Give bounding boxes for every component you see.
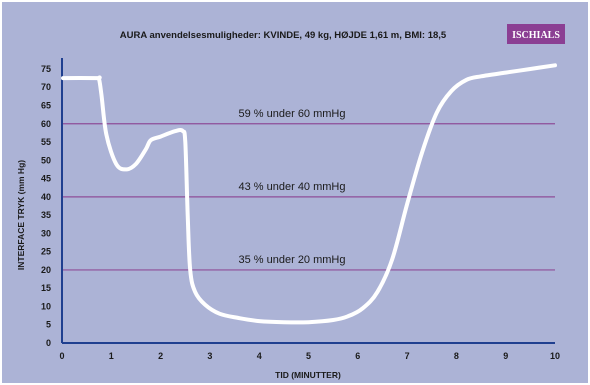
- badge-label: ISCHIALS: [512, 30, 560, 41]
- y-tick-label: 5: [46, 320, 51, 330]
- y-tick-label: 40: [41, 192, 51, 202]
- x-tick-label: 8: [454, 351, 459, 361]
- reference-lines: 59 % under 60 mmHg 43 % under 40 mmHg 35 %…: [62, 108, 555, 271]
- reference-annotation: 43 % under 40 mmHg: [239, 181, 346, 193]
- x-axis-ticks: 0 1 2 3 4 5 6 7 8 9 10: [59, 351, 560, 361]
- y-tick-label: 0: [46, 338, 51, 348]
- x-tick-label: 0: [59, 351, 64, 361]
- x-tick-label: 9: [503, 351, 508, 361]
- y-tick-label: 75: [41, 64, 51, 74]
- y-tick-label: 45: [41, 174, 51, 184]
- y-tick-label: 25: [41, 247, 51, 257]
- y-tick-label: 65: [41, 101, 51, 111]
- y-tick-label: 70: [41, 82, 51, 92]
- x-tick-label: 6: [355, 351, 360, 361]
- series-line: [61, 63, 557, 325]
- y-tick-label: 55: [41, 137, 51, 147]
- y-tick-label: 60: [41, 119, 51, 129]
- badge: ISCHIALS: [507, 24, 565, 44]
- x-tick-label: 5: [306, 351, 311, 361]
- y-tick-label: 50: [41, 155, 51, 165]
- x-tick-label: 4: [257, 351, 262, 361]
- chart-title: AURA anvendelsesmuligheder: KVINDE, 49 k…: [120, 30, 447, 41]
- reference-annotation: 59 % under 60 mmHg: [239, 108, 346, 120]
- reference-annotation: 35 % under 20 mmHg: [239, 254, 346, 266]
- y-tick-label: 30: [41, 228, 51, 238]
- x-tick-label: 10: [550, 351, 560, 361]
- y-axis-label: INTERFACE TRYK (mm Hg): [16, 160, 26, 270]
- x-axis-label: TID (MINUTTER): [275, 370, 341, 380]
- badge-background: [507, 24, 565, 44]
- y-tick-label: 15: [41, 283, 51, 293]
- y-tick-label: 35: [41, 210, 51, 220]
- x-tick-label: 1: [109, 351, 114, 361]
- x-tick-label: 7: [405, 351, 410, 361]
- x-tick-label: 3: [207, 351, 212, 361]
- y-axis-ticks: 0 5 10 15 20 25 30 35 40 45 50 55 60 65 70 75: [41, 64, 51, 348]
- y-tick-label: 10: [41, 301, 51, 311]
- x-tick-label: 2: [158, 351, 163, 361]
- y-tick-label: 20: [41, 265, 51, 275]
